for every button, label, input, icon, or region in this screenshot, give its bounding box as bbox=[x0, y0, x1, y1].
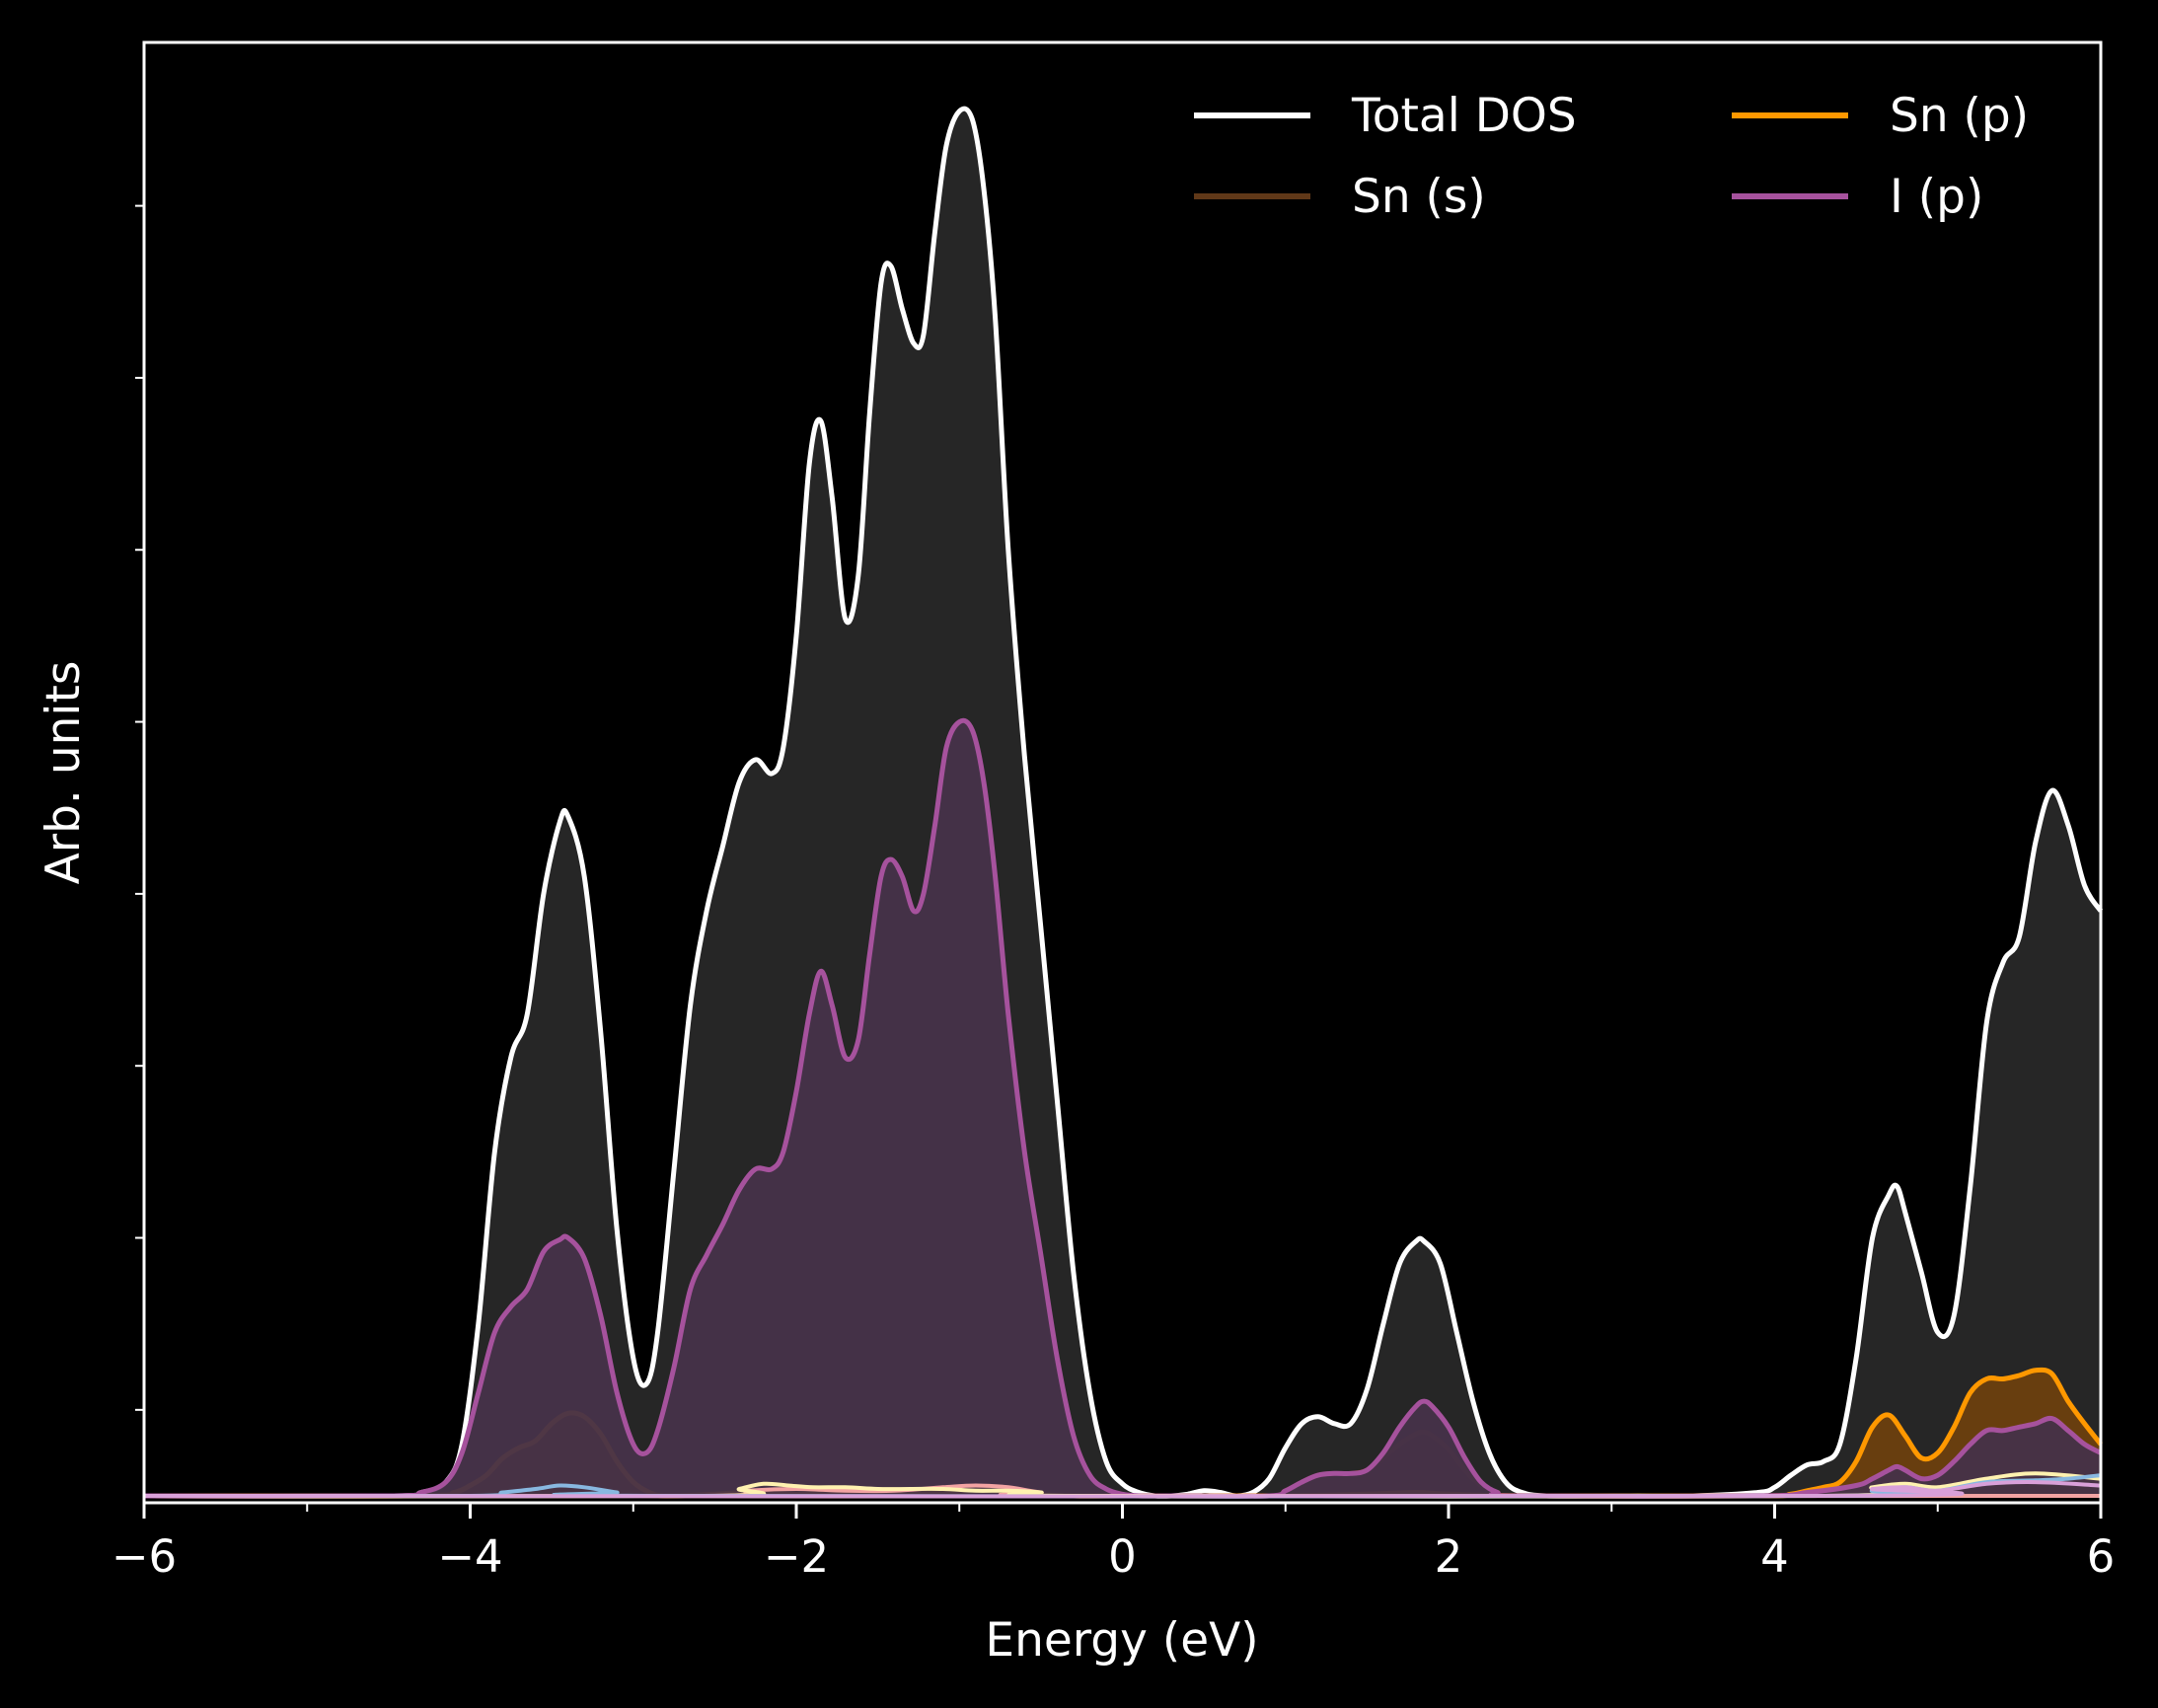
legend-entry-i-p: I (p) bbox=[1732, 170, 1983, 224]
legend-label: I (p) bbox=[1890, 170, 1983, 224]
series-line-i-p bbox=[143, 717, 2103, 1499]
legend-label: Total DOS bbox=[1351, 89, 1577, 143]
series-line-minor-5 bbox=[143, 1471, 2102, 1499]
legend-label: Sn (p) bbox=[1890, 89, 2029, 143]
x-axis-label: Energy (eV) bbox=[985, 1613, 1258, 1668]
x-tick-label: −4 bbox=[437, 1530, 502, 1583]
plot-series bbox=[143, 106, 2104, 1499]
legend-entry-sn-p: Sn (p) bbox=[1732, 89, 2029, 143]
x-tick-label: 0 bbox=[1108, 1530, 1137, 1583]
x-tick-label: 4 bbox=[1760, 1530, 1789, 1583]
legend: Total DOS Sn (s) Sn (p) I (p) bbox=[1194, 89, 2029, 224]
series-line-total-dos bbox=[143, 106, 2104, 1499]
x-axis-ticks: −6 −4 −2 0 2 4 6 bbox=[112, 1503, 2115, 1583]
x-tick-label: 2 bbox=[1435, 1530, 1463, 1583]
y-axis-label: Arb. units bbox=[37, 661, 91, 885]
x-tick-label: −2 bbox=[764, 1530, 829, 1583]
series-fill-total-dos bbox=[144, 109, 2101, 1497]
legend-entry-total-dos: Total DOS bbox=[1194, 89, 1577, 143]
legend-label: Sn (s) bbox=[1352, 170, 1486, 224]
x-tick-label: −6 bbox=[112, 1530, 177, 1583]
x-tick-label: 6 bbox=[2087, 1530, 2116, 1583]
legend-entry-sn-s: Sn (s) bbox=[1194, 170, 1486, 224]
y-axis-ticks bbox=[135, 204, 144, 1411]
series-line-minor-7 bbox=[143, 1480, 2102, 1499]
